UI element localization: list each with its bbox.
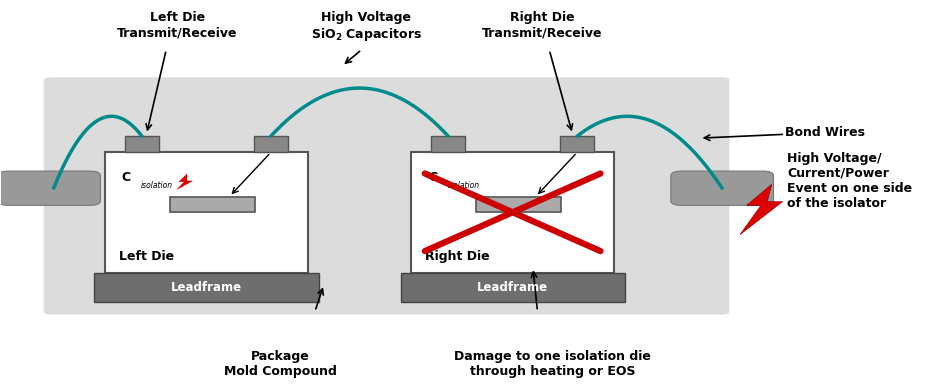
Text: Left Die: Left Die <box>119 250 174 263</box>
Text: isolation: isolation <box>447 181 479 190</box>
Bar <box>431 136 465 152</box>
Text: Left Die
Transmit/Receive: Left Die Transmit/Receive <box>117 11 238 39</box>
Bar <box>105 152 308 273</box>
Text: Right Die
Transmit/Receive: Right Die Transmit/Receive <box>482 11 602 39</box>
Text: Bond Wires: Bond Wires <box>785 126 865 139</box>
Bar <box>95 273 318 302</box>
Bar <box>254 136 288 152</box>
Text: Package
Mold Compound: Package Mold Compound <box>225 350 337 378</box>
Text: Leadframe: Leadframe <box>170 281 241 294</box>
Text: isolation: isolation <box>141 181 173 190</box>
Text: $\mathbf{C}$: $\mathbf{C}$ <box>428 171 438 184</box>
Polygon shape <box>740 184 782 234</box>
Text: Leadframe: Leadframe <box>477 281 548 294</box>
FancyBboxPatch shape <box>671 171 773 205</box>
Bar <box>560 136 594 152</box>
Text: Damage to one isolation die
through heating or EOS: Damage to one isolation die through heat… <box>454 350 651 378</box>
Bar <box>401 273 625 302</box>
Polygon shape <box>177 174 193 189</box>
Text: High Voltage/
Current/Power
Event on one side
of the isolator: High Voltage/ Current/Power Event on one… <box>787 152 913 210</box>
Bar <box>169 197 255 212</box>
Text: High Voltage
$\mathregular{SiO_2}$ Capacitors: High Voltage $\mathregular{SiO_2}$ Capac… <box>311 11 422 43</box>
Bar <box>124 136 159 152</box>
Text: Right Die: Right Die <box>425 250 490 263</box>
Text: $\mathbf{C}$: $\mathbf{C}$ <box>122 171 132 184</box>
Bar <box>411 152 614 273</box>
FancyBboxPatch shape <box>44 77 729 315</box>
Bar <box>476 197 562 212</box>
FancyBboxPatch shape <box>0 171 100 205</box>
